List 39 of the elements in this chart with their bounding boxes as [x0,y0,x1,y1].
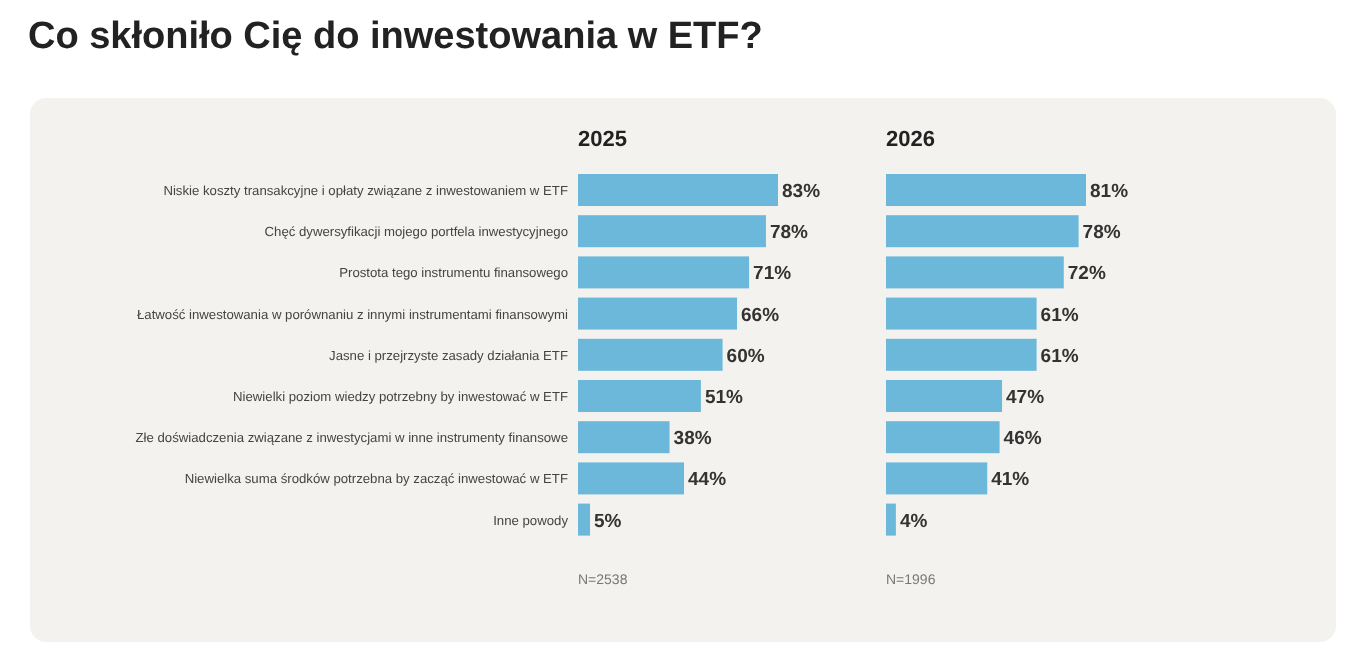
data-label: 4% [899,510,929,533]
bar [886,297,1037,330]
bar [886,503,896,536]
bar [578,503,591,536]
bar [578,174,778,206]
bar [886,174,1086,206]
data-label: 38% [673,428,713,451]
data-label: 47% [1006,387,1046,409]
data-label: 60% [726,345,766,368]
data-label: 78% [769,222,810,245]
bar [578,256,750,289]
data-label: 41% [991,469,1031,492]
bar [578,215,766,248]
data-label: 44% [688,469,728,492]
data-label: 83% [782,181,822,203]
data-label: 5% [594,510,623,533]
bar [886,256,1064,289]
bar [886,421,1000,454]
bar [886,215,1079,248]
chart-subtitle: 2026 [886,128,935,152]
chart-title: Co skłoniło Cię do inwestowania w ETF? [28,16,763,58]
data-label: 66% [741,304,781,327]
data-label: 51% [704,387,745,409]
data-label: 78% [1082,222,1122,245]
data-label: 46% [1003,428,1043,451]
bar [886,462,988,495]
data-label: 71% [753,263,793,286]
data-label: 61% [1040,345,1080,368]
bar [578,462,685,495]
bar [886,338,1037,371]
data-label: 72% [1067,263,1107,286]
bar [578,421,670,454]
chart-subtitle: 2025 [578,128,627,152]
bar [578,380,701,412]
data-label: 81% [1090,181,1130,203]
data-label: 61% [1040,304,1080,327]
bar [578,297,738,330]
bar [886,380,1003,412]
bar [578,338,723,371]
